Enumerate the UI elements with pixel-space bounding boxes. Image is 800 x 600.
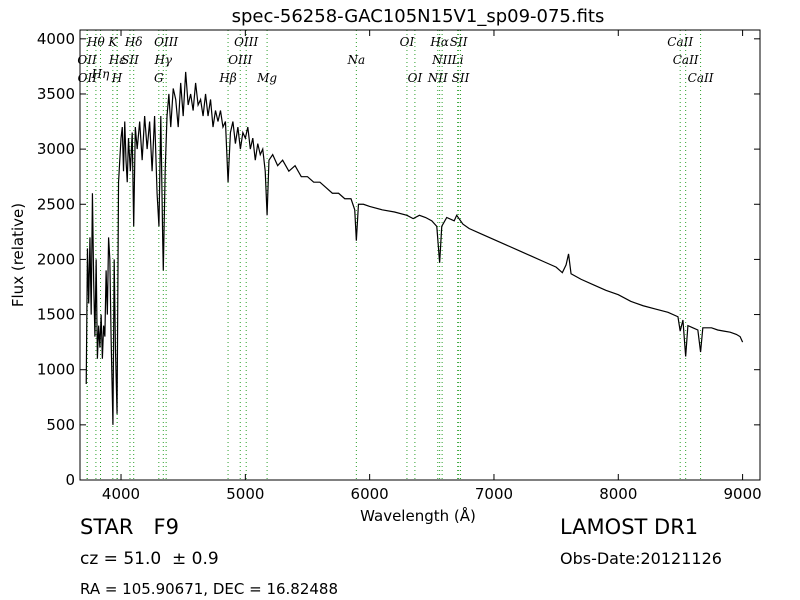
spectral-line-label: Hε xyxy=(108,53,126,67)
spectral-line-label: SII xyxy=(450,35,468,49)
spectral-line-label: SII xyxy=(121,53,139,67)
spectral-line-label: H xyxy=(111,71,123,85)
class-label: STAR F9 xyxy=(80,515,179,539)
spectral-line-label: SII xyxy=(452,71,470,85)
x-tick-label: 8000 xyxy=(599,485,637,503)
y-tick-label: 3500 xyxy=(37,85,75,103)
redshift-label: cz = 51.0 ± 0.9 xyxy=(80,549,219,569)
spectral-line-label: NII xyxy=(431,53,452,67)
chart-title: spec-56258-GAC105N15V1_sp09-075.fits xyxy=(232,6,605,27)
spectral-line-label: OIII xyxy=(234,35,258,49)
spectral-line-label: CaII xyxy=(688,71,714,85)
spectral-line-label: OII xyxy=(78,71,98,85)
spectrum-line xyxy=(85,71,744,425)
y-tick-label: 4000 xyxy=(37,30,75,48)
spectral-line-label: Hγ xyxy=(153,53,172,67)
y-axis-label: Flux (relative) xyxy=(9,203,27,307)
spectral-line-label: CaII xyxy=(673,53,699,67)
x-tick-label: 9000 xyxy=(724,485,762,503)
y-tick-label: 500 xyxy=(46,416,75,434)
y-tick-label: 1000 xyxy=(37,361,75,379)
spectral-line-label: Hη xyxy=(91,67,110,81)
plot-frame xyxy=(79,29,761,481)
coords-label: RA = 105.90671, DEC = 16.82488 xyxy=(80,580,338,598)
spectral-line-label: K xyxy=(107,35,118,49)
spectral-line-label: OII xyxy=(77,53,97,67)
x-tick-label: 4000 xyxy=(102,485,140,503)
spectral-line-label: Mg xyxy=(256,71,277,85)
y-tick-label: 0 xyxy=(65,471,75,489)
x-tick-label: 7000 xyxy=(475,485,513,503)
x-tick-label: 6000 xyxy=(351,485,389,503)
spectral-line-label: Hδ xyxy=(124,35,143,49)
spectral-line-label: Na xyxy=(347,53,366,67)
y-tick-label: 1500 xyxy=(37,306,75,324)
survey-label: LAMOST DR1 xyxy=(560,515,698,539)
y-tick-label: 2000 xyxy=(37,250,75,268)
spectral-line-label: CaII xyxy=(667,35,693,49)
spectral-line-label: OIII xyxy=(228,53,252,67)
spectral-line-label: G xyxy=(154,71,164,85)
spectral-line-label: NII xyxy=(427,71,448,85)
spectral-line-label: Hβ xyxy=(218,71,236,85)
spectral-line-label: OIII xyxy=(154,35,178,49)
spectral-line-label: Li xyxy=(451,53,464,67)
spectral-line-label: Hα xyxy=(429,35,449,49)
y-tick-label: 2500 xyxy=(37,195,75,213)
spectral-line-label: OI xyxy=(408,71,423,85)
spectral-line-label: OI xyxy=(400,35,415,49)
date-label: Obs-Date:20121126 xyxy=(560,549,722,568)
y-tick-label: 3000 xyxy=(37,140,75,158)
x-tick-label: 5000 xyxy=(226,485,264,503)
x-axis-label: Wavelength (Å) xyxy=(360,506,476,525)
spectral-line-label: Hθ xyxy=(86,35,105,49)
